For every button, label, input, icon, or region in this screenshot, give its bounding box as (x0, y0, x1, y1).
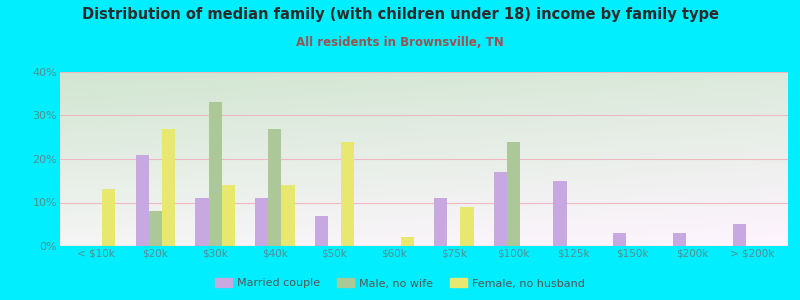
Legend: Married couple, Male, no wife, Female, no husband: Married couple, Male, no wife, Female, n… (210, 274, 590, 293)
Bar (149, 211, 162, 246)
Bar (434, 198, 447, 246)
Bar (554, 181, 566, 246)
Text: Distribution of median family (with children under 18) income by family type: Distribution of median family (with chil… (82, 8, 718, 22)
Bar (461, 207, 474, 246)
Bar (507, 142, 520, 246)
Bar (222, 185, 235, 246)
Bar (282, 185, 294, 246)
Bar (673, 233, 686, 246)
Bar (401, 237, 414, 246)
Bar (733, 224, 746, 246)
Bar (255, 198, 268, 246)
Bar (494, 172, 507, 246)
Bar (136, 154, 149, 246)
Bar (268, 128, 282, 246)
Bar (195, 198, 209, 246)
Text: All residents in Brownsville, TN: All residents in Brownsville, TN (296, 36, 504, 49)
Bar (341, 142, 354, 246)
Bar (102, 190, 115, 246)
Bar (209, 102, 222, 246)
Bar (613, 233, 626, 246)
Bar (162, 128, 175, 246)
Bar (315, 215, 328, 246)
